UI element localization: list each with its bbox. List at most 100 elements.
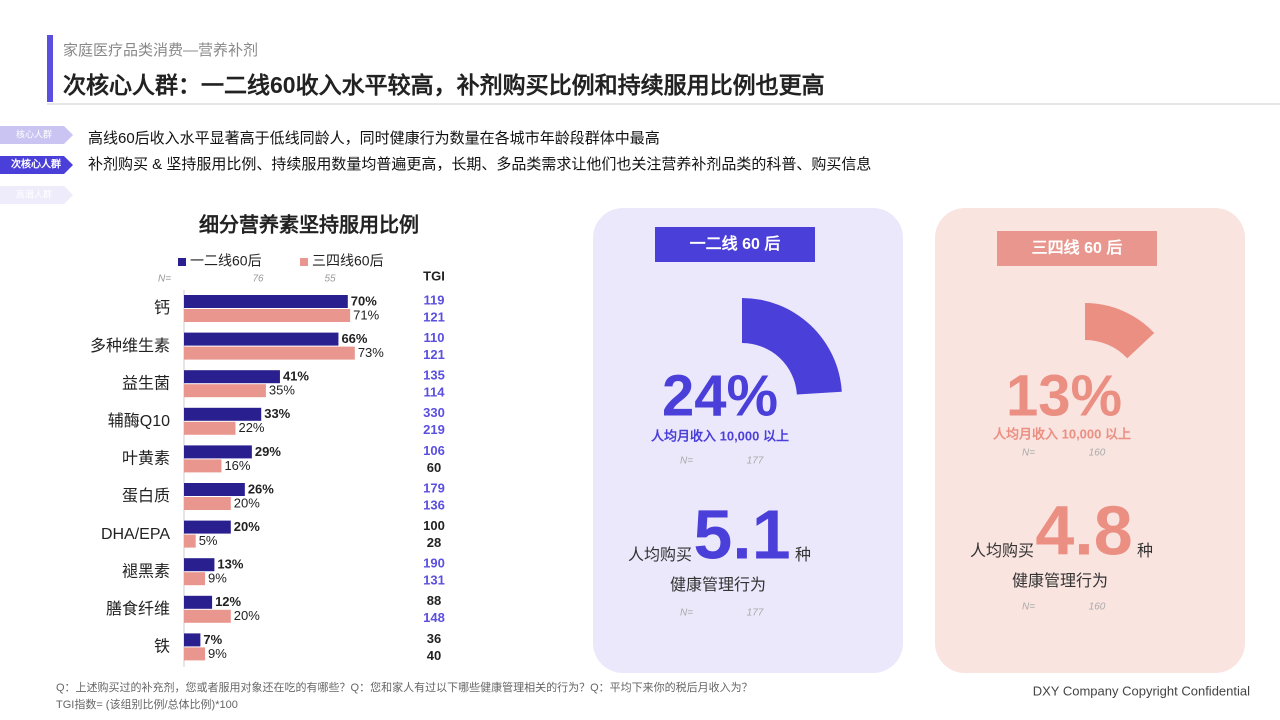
card [593, 208, 903, 673]
category-label: 铁 [154, 638, 170, 656]
value-label: 20% [234, 519, 260, 534]
value-label: 71% [353, 307, 379, 322]
value-label: 66% [341, 331, 367, 346]
n-value: 177 [747, 456, 764, 467]
n-value: 160 [1089, 602, 1106, 613]
footnote: Q：上述购买过的补充剂，您或者服用对象还在吃的有哪些？Q：您和家人有过以下哪些健… [56, 680, 753, 694]
n-label: N= [1022, 602, 1035, 613]
tag: 次核心人群 [11, 158, 61, 171]
bar [184, 647, 206, 661]
share-value: 13% [1006, 363, 1122, 428]
tgi-value: 135 [423, 368, 445, 383]
buy-prefix: 人均购买 [970, 542, 1034, 560]
value-label: 5% [199, 533, 218, 548]
bar [184, 633, 201, 647]
value-label: 16% [224, 458, 250, 473]
value-label: 9% [208, 646, 227, 661]
tgi-value: 110 [424, 330, 445, 345]
card-title-box [655, 227, 815, 262]
tag: 核心人群 [16, 128, 52, 139]
value-label: 41% [283, 369, 309, 384]
bar [184, 558, 215, 572]
category-label: 多种维生素 [90, 337, 170, 355]
tag-shape [0, 126, 73, 144]
legend-label: 一二线60后 [190, 253, 262, 269]
value-label: 33% [264, 406, 290, 421]
bar [184, 609, 231, 623]
tgi-value: 179 [423, 480, 445, 495]
n-label: N= [680, 456, 693, 467]
value-label: 70% [351, 293, 377, 308]
bar [184, 295, 348, 308]
category-label: DHA/EPA [101, 526, 170, 543]
tgi-value: 60 [427, 460, 441, 475]
value-label: 20% [234, 495, 260, 510]
count-desc: 健康管理行为 [670, 576, 766, 594]
value-label: 20% [234, 608, 260, 623]
bar [184, 520, 231, 534]
tgi-value: 114 [424, 385, 446, 400]
category-label: 叶黄素 [122, 450, 170, 468]
bar [184, 445, 252, 459]
value-label: 73% [358, 345, 384, 360]
chart-title: 细分营养素坚持服用比例 [199, 212, 419, 236]
section-title: 家庭医疗品类消费—营养补剂 [63, 42, 258, 59]
count-value: 4.8 [1035, 491, 1132, 569]
card-title-box [997, 231, 1157, 266]
bar [184, 595, 213, 609]
value-label: 22% [238, 420, 264, 435]
category-label: 益生菌 [122, 374, 170, 392]
tgi-value: 36 [427, 631, 441, 646]
tgi-value: 119 [424, 292, 445, 307]
income-label: 人均月收入 10,000 以上 [993, 426, 1131, 441]
value-label: 13% [217, 557, 243, 572]
legend-swatch [178, 258, 186, 266]
tgi-value: 100 [423, 518, 445, 533]
bar [184, 407, 262, 421]
buy-prefix: 人均购买 [628, 546, 692, 564]
card [935, 208, 1245, 673]
n-label: N= [680, 608, 693, 619]
legend-label: 三四线60后 [312, 253, 384, 269]
tgi-value: 131 [423, 573, 445, 588]
value-label: 9% [208, 571, 227, 586]
category-label: 褪黑素 [122, 562, 170, 580]
n-value: 160 [1089, 448, 1106, 459]
bar [184, 534, 196, 548]
tag-shape [0, 186, 73, 204]
bar [184, 332, 339, 346]
bar [184, 421, 236, 435]
n-label: N= [1022, 448, 1035, 459]
count-desc: 健康管理行为 [1012, 572, 1108, 590]
tgi-value: 121 [423, 309, 445, 324]
category-label: 辅酶Q10 [108, 412, 170, 430]
value-label: 7% [203, 632, 222, 647]
bar [184, 309, 351, 322]
income-label: 人均月收入 10,000 以上 [651, 428, 789, 443]
tag: 高潜人群 [16, 188, 52, 199]
header-accent [47, 35, 53, 102]
tag-shape [0, 156, 73, 174]
value-label: 12% [215, 594, 241, 609]
value-label: 35% [269, 383, 295, 398]
tgi-value: 28 [427, 535, 441, 550]
copyright: DXY Company Copyright Confidential [1033, 683, 1250, 698]
value-label: 26% [248, 481, 274, 496]
n-value: 177 [747, 608, 764, 619]
bullet: 补剂购买 & 坚持服用比例、持续服用数量均普遍更高，长期、多品类需求让他们也关注… [88, 156, 871, 173]
share-arc [1085, 303, 1155, 359]
bar [184, 483, 245, 496]
share-value: 24% [662, 363, 778, 428]
category-label: 钙 [154, 299, 170, 317]
legend-swatch [300, 258, 308, 266]
bar [184, 572, 206, 586]
count-unit: 种 [1137, 542, 1153, 560]
tgi-value: 330 [423, 405, 445, 420]
category-label: 膳食纤维 [106, 600, 170, 618]
footnote: TGI指数= (该组别比例/总体比例)*100 [56, 697, 238, 711]
bar [184, 370, 280, 384]
card-title: 一二线 60 后 [690, 234, 781, 253]
bar [184, 497, 231, 510]
